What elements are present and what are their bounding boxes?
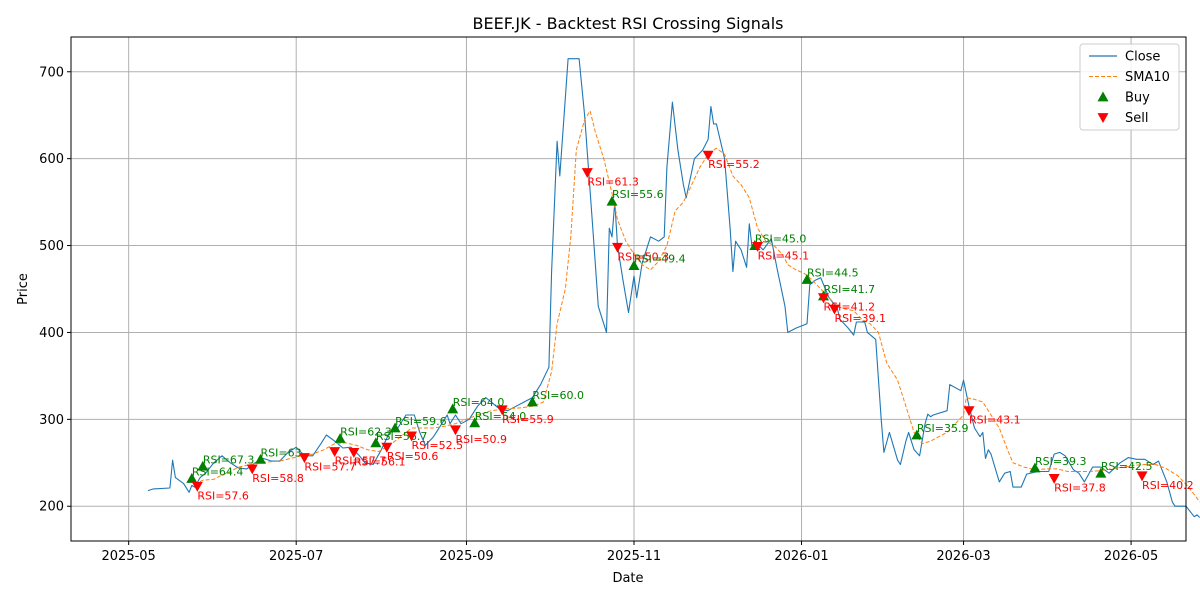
buy-rsi-label: RSI=41.7 (823, 283, 875, 296)
buy-signal-marker (526, 396, 538, 407)
legend-swatch-buy (1097, 91, 1109, 102)
buy-signal-marker (370, 437, 382, 448)
sell-signal-marker (298, 453, 310, 464)
legend: Close SMA10 Buy Sell (1079, 43, 1180, 131)
buy-signal-marker (1029, 462, 1041, 473)
buy-rsi-label: RSI=59.6 (395, 415, 447, 428)
sell-signal-marker (828, 304, 840, 315)
legend-label-sell: Sell (1125, 111, 1148, 126)
buy-signal-marker (469, 417, 481, 428)
y-tick-label: 600 (39, 152, 64, 167)
buy-rsi-label: RSI=35.9 (917, 422, 969, 435)
sell-signal-marker (963, 406, 975, 417)
plot-area: RSI=64.4RSI=67.3RSI=63.RSI=62.3RSI=56.7R… (147, 58, 1200, 518)
sell-rsi-label: RSI=43.1 (969, 414, 1021, 427)
sell-rsi-label: RSI=57.6 (197, 489, 249, 502)
sell-rsi-label: RSI=50.6 (387, 450, 439, 463)
sma10-line (194, 110, 1200, 503)
buy-signal-marker (911, 429, 923, 440)
buy-signal-marker (628, 260, 640, 270)
axis-ticks: 2025-05 2025-07 2025-09 2025-11 2026-01 2026-… (39, 65, 1158, 564)
sell-signal-marker (752, 242, 764, 252)
sell-signal-marker (406, 431, 418, 442)
y-tick-label: 300 (39, 413, 64, 428)
y-axis-label: Price (16, 273, 31, 305)
sell-signal-marker (581, 168, 593, 179)
sell-rsi-label: RSI=52.5 (412, 439, 464, 452)
sell-signal-marker (496, 405, 508, 416)
sell-rsi-label: RSI=55.9 (502, 413, 554, 426)
buy-signal-marker (606, 195, 618, 206)
buy-rsi-label: RSI=64.0 (453, 396, 505, 409)
x-axis-label: Date (612, 571, 643, 586)
sell-signal-marker (1048, 474, 1060, 484)
x-tick-label: 2026-03 (936, 549, 990, 564)
sell-rsi-label: RSI=61.3 (587, 176, 639, 189)
y-tick-label: 700 (39, 65, 64, 80)
sell-signal-marker (329, 447, 341, 457)
sell-signal-marker (348, 447, 360, 458)
plot-frame (70, 36, 1187, 542)
x-tick-label: 2025-05 (102, 549, 156, 564)
sell-rsi-label: RSI=57.7 (335, 454, 387, 467)
buy-rsi-label: RSI=63. (260, 446, 305, 459)
buy-rsi-label: RSI=62.3 (340, 425, 392, 438)
sell-rsi-label: RSI=50.3 (618, 250, 670, 263)
sell-signal-marker (612, 242, 624, 253)
grid (71, 37, 1186, 541)
legend-label-sma10: SMA10 (1125, 70, 1170, 85)
sell-rsi-label: RSI=40.2 (1142, 479, 1194, 492)
sell-rsi-label: RSI=56.1 (354, 455, 406, 468)
y-tick-label: 200 (39, 500, 64, 515)
buy-rsi-label: RSI=42.5 (1101, 460, 1153, 473)
legend-swatch-sell (1097, 113, 1109, 123)
legend-box (1079, 43, 1180, 131)
buy-rsi-label: RSI=44.5 (807, 266, 859, 279)
x-tick-label: 2025-09 (439, 549, 493, 564)
sell-rsi-label: RSI=39.1 (834, 312, 886, 325)
sell-rsi-label: RSI=57.7 (304, 461, 356, 474)
buy-signal-marker (254, 453, 266, 464)
sell-rsi-label: RSI=45.1 (758, 249, 810, 262)
buy-signal-marker (186, 472, 198, 483)
sell-signal-marker (246, 464, 258, 475)
x-tick-label: 2025-07 (269, 549, 323, 564)
y-tick-label: 400 (39, 326, 64, 341)
sell-rsi-label: RSI=55.2 (708, 158, 760, 171)
sell-rsi-label: RSI=50.9 (455, 433, 507, 446)
buy-signal-marker (334, 432, 346, 443)
sell-signal-marker (381, 442, 393, 453)
sell-signal-marker (702, 150, 714, 161)
buy-rsi-label: RSI=54.0 (475, 410, 527, 423)
buy-signal-marker (1095, 467, 1107, 478)
x-tick-label: 2025-11 (607, 549, 661, 564)
buy-rsi-label: RSI=67.3 (203, 453, 255, 466)
buy-signal-marker (447, 403, 459, 414)
buy-rsi-label: RSI=45.0 (755, 233, 807, 246)
sell-signal-marker (449, 425, 461, 436)
buy-signal-marker (197, 460, 209, 471)
buy-signal-marker (389, 422, 401, 433)
sell-rsi-label: RSI=37.8 (1054, 481, 1106, 494)
buy-signal-marker (801, 273, 813, 284)
sell-signal-marker (1136, 471, 1148, 482)
x-tick-label: 2026-01 (774, 549, 828, 564)
chart-title: BEEF.JK - Backtest RSI Crossing Signals (473, 14, 784, 33)
x-tick-label: 2026-05 (1104, 549, 1158, 564)
sell-signal-marker (191, 481, 203, 492)
sell-signal-marker (817, 293, 829, 304)
y-tick-label: 500 (39, 239, 64, 254)
buy-rsi-label: RSI=55.6 (612, 188, 664, 201)
legend-label-close: Close (1125, 50, 1160, 65)
buy-rsi-label: RSI=39.3 (1035, 455, 1087, 468)
buy-rsi-label: RSI=60.0 (532, 389, 584, 402)
legend-label-buy: Buy (1125, 91, 1150, 106)
sell-rsi-label: RSI=58.8 (252, 472, 304, 485)
buy-rsi-label: RSI=49.4 (634, 253, 686, 266)
